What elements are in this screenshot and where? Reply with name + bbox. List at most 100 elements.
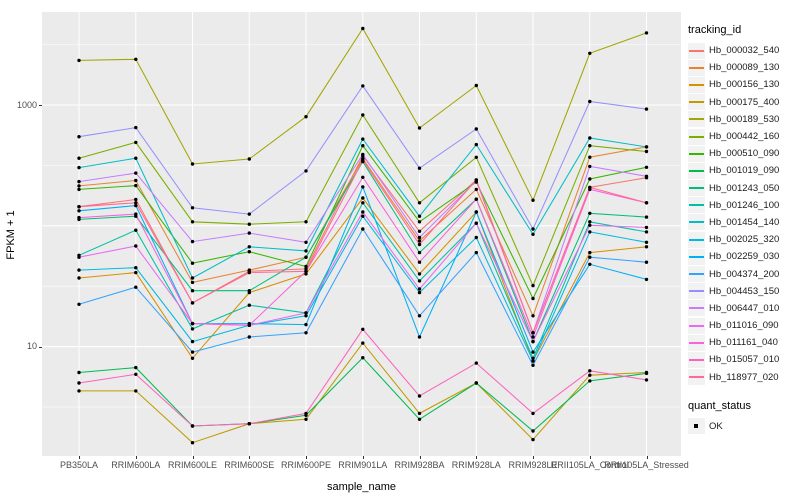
data-point <box>644 260 649 264</box>
data-point <box>474 210 478 214</box>
data-point <box>474 235 478 240</box>
data-point <box>77 389 81 393</box>
x-tick-mark <box>533 456 534 459</box>
data-point <box>304 169 308 173</box>
x-tick-mark <box>135 456 137 459</box>
legend-item-label: Hb_006447_010 <box>709 302 780 314</box>
data-point <box>474 361 478 365</box>
data-point <box>588 223 592 227</box>
data-point <box>531 437 535 442</box>
data-point <box>644 215 649 219</box>
legend-key-box <box>688 300 705 317</box>
legend-key-box <box>688 266 705 283</box>
legend-item-label: Hb_000189_530 <box>709 113 780 125</box>
data-point <box>474 142 478 147</box>
data-point <box>531 198 535 202</box>
data-point <box>361 196 365 200</box>
data-point <box>474 155 478 159</box>
legend-item-Hb_011161_040: Hb_011161_040 <box>688 334 800 351</box>
data-point <box>134 201 138 205</box>
data-point <box>304 267 308 271</box>
data-point <box>77 302 81 306</box>
legend-items-tracking-id: Hb_000032_540 Hb_000089_130 Hb_000156_130 H… <box>688 42 800 386</box>
legend-item-Hb_001454_140: Hb_001454_140 <box>688 214 800 231</box>
data-point <box>531 356 535 360</box>
data-point <box>588 369 592 373</box>
data-point <box>644 240 649 244</box>
data-point <box>77 276 81 280</box>
legend-item-label: Hb_118977_020 <box>709 371 779 383</box>
data-point <box>531 314 535 318</box>
data-point <box>417 166 422 170</box>
data-point <box>361 214 365 218</box>
legend-item-Hb_000089_130: Hb_000089_130 <box>688 59 800 76</box>
plot-canvas <box>42 12 681 456</box>
x-tick-label: RRIM600PE <box>280 460 332 470</box>
legend-key-box <box>688 334 705 351</box>
data-point <box>134 203 138 208</box>
data-point <box>247 250 251 254</box>
legend-item-Hb_000032_540: Hb_000032_540 <box>688 42 800 59</box>
data-point <box>190 239 195 244</box>
legend-item-label: Hb_015057_010 <box>709 354 780 366</box>
data-point <box>190 261 195 265</box>
x-tick-label: RRII105LA_Control <box>550 460 629 470</box>
legend-item-label: Hb_011016_090 <box>709 320 779 332</box>
data-point <box>361 26 365 31</box>
data-point <box>588 255 592 259</box>
data-point <box>588 136 592 140</box>
data-point <box>474 178 478 182</box>
legend-key-line-icon <box>689 290 704 293</box>
legend-key-box <box>688 214 705 231</box>
data-point <box>417 126 422 130</box>
legend-key-line-icon <box>689 204 704 207</box>
data-point <box>474 381 478 385</box>
data-point <box>361 356 365 360</box>
legend-item-Hb_011016_090: Hb_011016_090 <box>688 317 800 334</box>
data-point <box>588 262 592 266</box>
legend-title-tracking-id: tracking_id <box>688 24 742 36</box>
legend-key-line-icon <box>689 358 704 361</box>
data-point <box>134 365 138 370</box>
legend-item-Hb_000175_400: Hb_000175_400 <box>688 94 800 111</box>
legend-key-box <box>688 317 705 334</box>
data-point <box>247 157 251 161</box>
data-point <box>304 115 308 119</box>
data-point <box>361 341 365 345</box>
data-point <box>247 303 251 307</box>
x-tick-mark <box>362 456 364 459</box>
legend-key-line-icon <box>689 66 704 69</box>
data-point <box>77 187 81 192</box>
legend-key-line-icon <box>689 255 704 258</box>
data-point <box>417 335 422 339</box>
data-point <box>304 255 308 259</box>
legend-key-line-icon <box>689 376 704 379</box>
data-point <box>588 185 592 190</box>
data-point <box>531 296 535 301</box>
data-point <box>361 144 365 148</box>
data-point <box>361 210 365 214</box>
data-point <box>190 327 195 331</box>
data-point <box>417 279 422 283</box>
data-point <box>417 214 422 218</box>
data-point <box>247 245 251 249</box>
x-tick-label: RRIM600SE <box>224 460 275 470</box>
data-point <box>134 372 138 376</box>
data-point <box>588 220 592 224</box>
data-point <box>190 280 195 285</box>
data-point <box>304 249 308 253</box>
data-point <box>77 179 81 184</box>
legend-item-Hb_001246_100: Hb_001246_100 <box>688 197 800 214</box>
data-point <box>134 228 138 232</box>
y-axis-title: FPKM + 1 <box>5 210 17 260</box>
data-point <box>531 429 535 433</box>
legend-item-Hb_118977_020: Hb_118977_020 <box>688 369 800 386</box>
data-point <box>304 220 308 224</box>
legend-item-ok: OK <box>688 418 800 435</box>
data-point <box>417 239 422 243</box>
legend-item-label: Hb_000032_540 <box>709 45 780 57</box>
data-point <box>644 145 649 149</box>
data-point <box>417 260 422 264</box>
data-point <box>247 268 251 272</box>
data-point <box>531 335 535 339</box>
